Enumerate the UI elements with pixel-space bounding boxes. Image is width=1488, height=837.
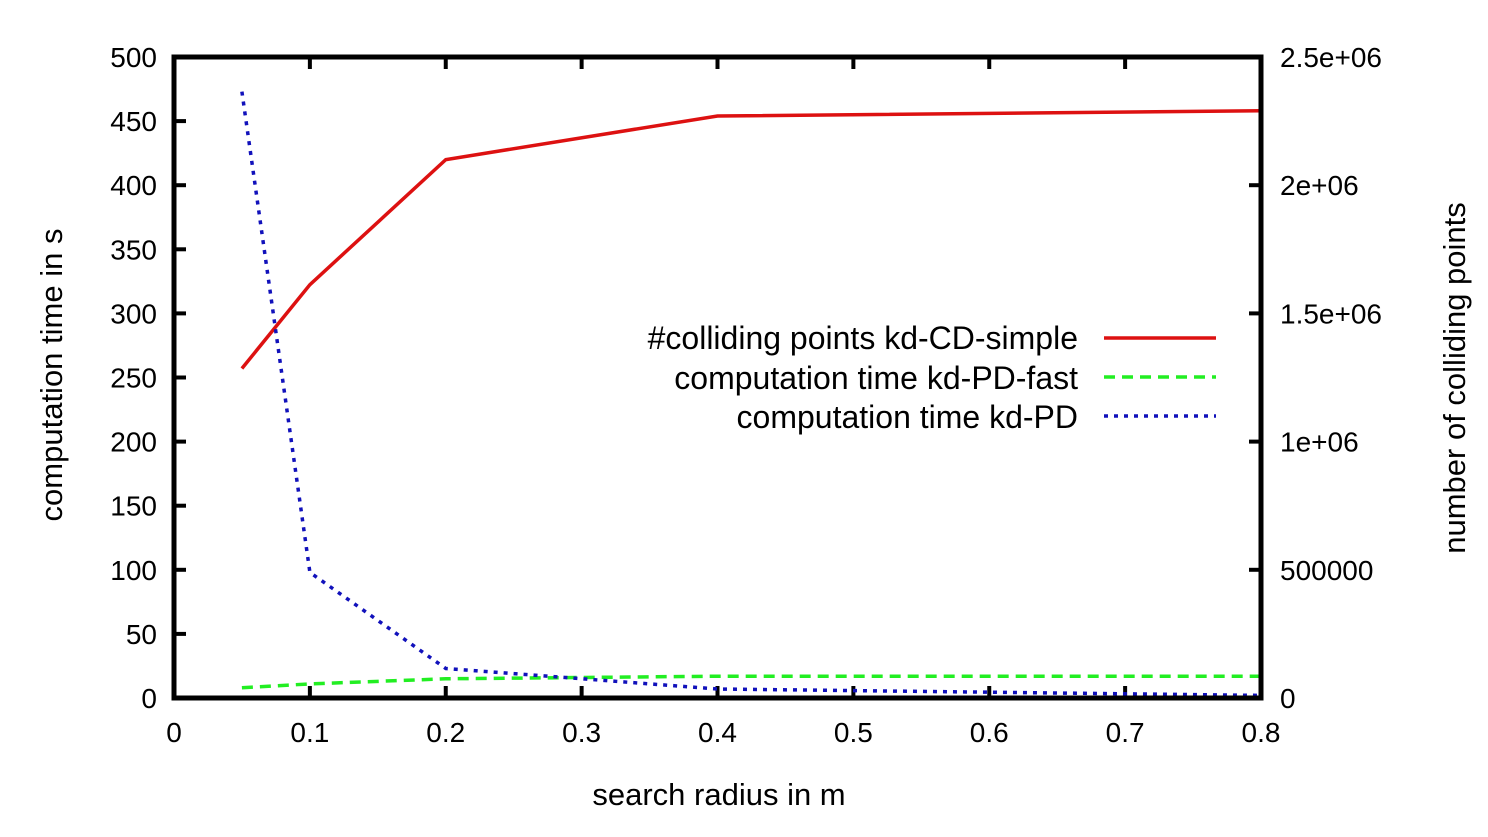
plot-frame [171, 54, 1264, 701]
y-axis-title: computation time in s [34, 229, 69, 522]
legend-label-colliding-points: #colliding points kd-CD-simple [648, 320, 1078, 356]
y2-tick-label: 0 [1280, 683, 1296, 714]
y2-tick-label: 1.5e+06 [1280, 298, 1382, 329]
series-line-1 [241, 674, 1261, 690]
y2-tick-label: 2e+06 [1280, 170, 1359, 201]
y2-tick-label: 1e+06 [1280, 427, 1359, 458]
x-tick-label: 0.8 [1242, 717, 1281, 748]
y-tick-label: 450 [110, 106, 157, 137]
y2-tick-label: 500000 [1280, 555, 1373, 586]
labels-layer: 0 0.1 0.2 0.3 0.4 0.5 0.6 0.7 0.8050100150200250… [110, 42, 1382, 748]
y2-tick-label: 2.5e+06 [1280, 42, 1382, 73]
y-tick-label: 50 [126, 619, 157, 650]
x-tick-label: 0.5 [834, 717, 873, 748]
x-tick-label: 0.4 [698, 717, 737, 748]
legend-label-kd-pd: computation time kd-PD [737, 399, 1078, 435]
y-tick-label: 200 [110, 427, 157, 458]
y-tick-label: 250 [110, 363, 157, 394]
y-tick-label: 0 [141, 683, 157, 714]
y-tick-label: 400 [110, 170, 157, 201]
legend-label-kd-pd-fast: computation time kd-PD-fast [674, 360, 1078, 396]
series-layer [240, 91, 1262, 698]
y-tick-label: 500 [110, 42, 157, 73]
y-tick-label: 150 [110, 491, 157, 522]
series-line-0 [240, 109, 1262, 370]
x-tick-label: 0 [166, 717, 182, 748]
x-axis-title: search radius in m [592, 777, 845, 812]
y-tick-label: 100 [110, 555, 157, 586]
y2-axis-title: number of colliding points [1437, 202, 1472, 554]
y-tick-label: 350 [110, 234, 157, 265]
series-line-2 [240, 91, 1262, 698]
x-tick-label: 0.2 [426, 717, 465, 748]
x-tick-label: 0.1 [290, 717, 329, 748]
x-tick-label: 0.6 [970, 717, 1009, 748]
legend: #colliding points kd-CD-simple computati… [648, 320, 1216, 435]
x-tick-label: 0.3 [562, 717, 601, 748]
x-tick-label: 0.7 [1106, 717, 1145, 748]
y-tick-label: 300 [110, 298, 157, 329]
